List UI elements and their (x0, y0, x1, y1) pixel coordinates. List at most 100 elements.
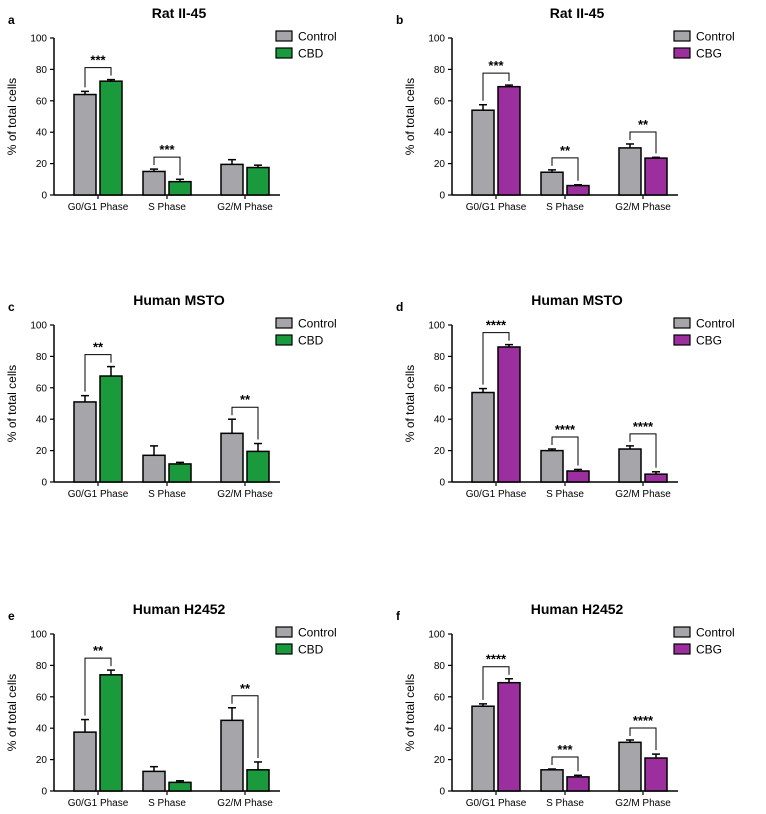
significance-bracket (84, 67, 112, 88)
x-tick-label: G2/M Phase (217, 489, 273, 500)
legend-swatch (673, 334, 691, 346)
bar-control-1 (540, 171, 564, 196)
y-tick-label: 60 (434, 96, 446, 107)
significance-label: ** (638, 117, 649, 132)
y-tick-label: 80 (36, 352, 48, 363)
legend-swatch (275, 643, 293, 655)
panel-letter: c (8, 300, 15, 314)
significance-label: ** (93, 340, 104, 355)
legend-swatch (673, 626, 691, 638)
legend-label: CBG (696, 334, 722, 348)
significance-label: *** (557, 742, 573, 757)
y-tick-label: 40 (36, 128, 48, 139)
x-tick-label: S Phase (148, 489, 186, 500)
bar-cbg-2 (644, 757, 668, 792)
x-tick-label: G0/G1 Phase (68, 489, 129, 500)
significance-label: ** (93, 643, 104, 658)
bar-cbd-1 (168, 781, 192, 792)
legend-swatch (275, 626, 293, 638)
panel-title: Rat II-45 (152, 5, 207, 21)
y-tick-label: 0 (439, 478, 445, 489)
bar-control-0 (73, 401, 97, 483)
legend-label: Control (696, 30, 735, 44)
bar-control-1 (142, 454, 166, 483)
significance-label: *** (159, 142, 175, 157)
panel-title: Human MSTO (531, 292, 623, 308)
y-tick-label: 80 (36, 65, 48, 76)
bar-control-2 (618, 147, 642, 196)
bar-cbg-0 (497, 681, 521, 792)
bar-control-1 (142, 170, 166, 196)
panel-title: Human H2452 (133, 601, 226, 617)
panel-letter: b (396, 13, 403, 27)
y-tick-label: 20 (36, 446, 48, 457)
legend-swatch (673, 643, 691, 655)
y-tick-label: 80 (434, 661, 446, 672)
panel-c: c Human MSTO % of total cells 0 20 40 60 80 100 G… (5, 292, 337, 500)
bar-cbg-1 (566, 184, 590, 196)
significance-label: **** (633, 713, 654, 728)
legend-label: CBG (696, 47, 722, 61)
bar-cbd-0 (99, 80, 123, 196)
y-tick-label: 40 (36, 415, 48, 426)
significance-bracket (629, 131, 657, 154)
legend-swatch (673, 317, 691, 329)
legend-swatch (275, 30, 293, 42)
significance-label: **** (486, 318, 507, 333)
significance-bracket (551, 756, 579, 772)
legend-label: Control (298, 626, 337, 640)
significance-bracket (84, 354, 112, 392)
bar-control-2 (220, 163, 244, 196)
significance-label: **** (633, 419, 654, 434)
panel-a: a Rat II-45 % of total cells 0 20 40 60 80 100 G0… (5, 5, 337, 213)
significance-label: ** (240, 681, 251, 696)
y-tick-label: 100 (30, 34, 47, 45)
y-tick-label: 100 (30, 321, 47, 332)
panel-title: Human H2452 (531, 601, 624, 617)
panel-d: d Human MSTO % of total cells 0 20 40 60 80 100 G… (396, 292, 735, 500)
significance-bracket (629, 727, 657, 751)
bar-cbd-2 (246, 450, 270, 483)
panel-letter: d (396, 300, 403, 314)
legend-label: Control (298, 317, 337, 331)
y-tick-label: 60 (36, 383, 48, 394)
significance-label: **** (486, 652, 507, 667)
y-tick-label: 60 (36, 96, 48, 107)
bar-control-0 (73, 93, 97, 196)
bar-cbd-2 (246, 769, 270, 792)
y-tick-label: 80 (36, 661, 48, 672)
significance-label: *** (90, 53, 106, 68)
significance-label: ** (240, 392, 251, 407)
y-tick-label: 100 (428, 630, 445, 641)
x-tick-label: S Phase (148, 798, 186, 809)
x-tick-label: G2/M Phase (615, 202, 671, 213)
y-tick-label: 100 (428, 34, 445, 45)
y-axis-label: % of total cells (403, 78, 417, 155)
y-axis-label: % of total cells (5, 365, 19, 442)
bar-cbd-1 (168, 463, 192, 483)
y-tick-label: 40 (434, 128, 446, 139)
panel-f: f Human H2452 % of total cells 0 20 40 60 80 100… (396, 601, 735, 809)
significance-label: *** (488, 58, 504, 73)
significance-bracket (231, 406, 259, 440)
bar-control-0 (73, 731, 97, 792)
bar-cbg-2 (644, 157, 668, 196)
bar-control-1 (142, 770, 166, 792)
bar-cbg-1 (566, 470, 590, 483)
y-tick-label: 60 (36, 692, 48, 703)
significance-bracket (629, 433, 657, 468)
y-tick-label: 60 (434, 383, 446, 394)
panel-letter: f (396, 609, 401, 623)
panel-letter: a (8, 13, 15, 27)
legend-label: Control (696, 317, 735, 331)
x-tick-label: S Phase (546, 202, 584, 213)
y-tick-label: 80 (434, 65, 446, 76)
legend-swatch (275, 334, 293, 346)
y-tick-label: 40 (36, 724, 48, 735)
significance-bracket (84, 657, 112, 716)
y-axis-label: % of total cells (403, 365, 417, 442)
panel-title: Human MSTO (133, 292, 225, 308)
panel-title: Rat II-45 (550, 5, 605, 21)
y-tick-label: 80 (434, 352, 446, 363)
